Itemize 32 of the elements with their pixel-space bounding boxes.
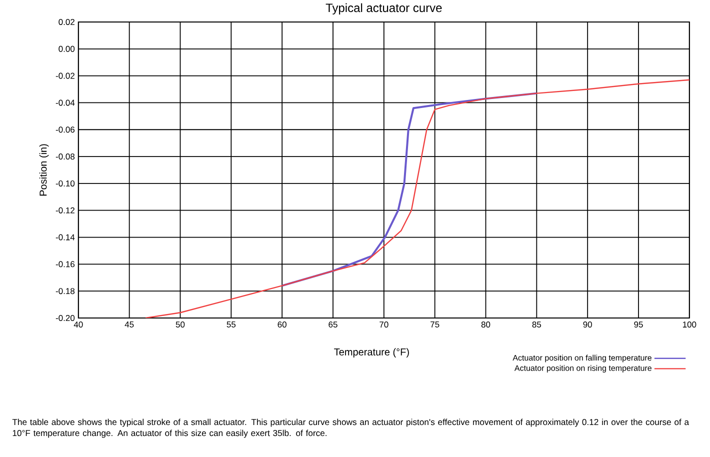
y-tick-label: -0.04: [56, 100, 75, 106]
x-tick-label: 80: [481, 322, 490, 328]
x-tick-label: 70: [380, 322, 388, 328]
x-tick-label: 45: [124, 322, 134, 328]
y-tick-label: -0.18: [56, 288, 75, 294]
x-tick-label: 55: [226, 322, 236, 328]
x-tick-label: 100: [682, 322, 696, 328]
chart-title: Typical actuator curve: [326, 4, 442, 15]
y-tick-label: -0.06: [56, 126, 75, 133]
x-tick-label: 60: [278, 322, 286, 328]
y-tick-label: -0.08: [56, 154, 75, 160]
y-axis-title: Position (in): [39, 144, 49, 196]
y-tick-label: -0.10: [56, 180, 75, 187]
y-tick-label: 0.02: [58, 19, 74, 26]
y-tick-label: -0.16: [56, 261, 75, 268]
y-tick-label: 0.00: [58, 46, 75, 52]
legend-label: Actuator position on falling temperature: [512, 354, 652, 362]
line-series: [281, 92, 538, 287]
legend-label: Actuator position on rising temperature: [514, 365, 652, 373]
y-tick-label: -0.20: [56, 315, 75, 322]
text: The table above shows the typical stroke of a small actuator. This particular curve shows an actuator piston's effective movement of approximately 0.12 in over the course of a 10°F temperature change. An actuator of this size can easily exert 35lb. of force.: [12, 418, 690, 438]
x-tick-label: 50: [176, 322, 185, 328]
y-tick-label: -0.12: [56, 208, 74, 214]
y-tick-label: -0.14: [56, 234, 75, 240]
x-tick-label: 95: [634, 322, 643, 328]
x-tick-label: 65: [328, 322, 338, 328]
x-tick-label: 90: [583, 322, 592, 328]
x-tick-label: 40: [74, 322, 83, 328]
x-axis-title: Temperature (°F): [334, 348, 409, 358]
x-tick-label: 75: [430, 322, 440, 328]
y-tick-label: -0.02: [56, 73, 74, 80]
x-tick-label: 85: [532, 322, 542, 328]
